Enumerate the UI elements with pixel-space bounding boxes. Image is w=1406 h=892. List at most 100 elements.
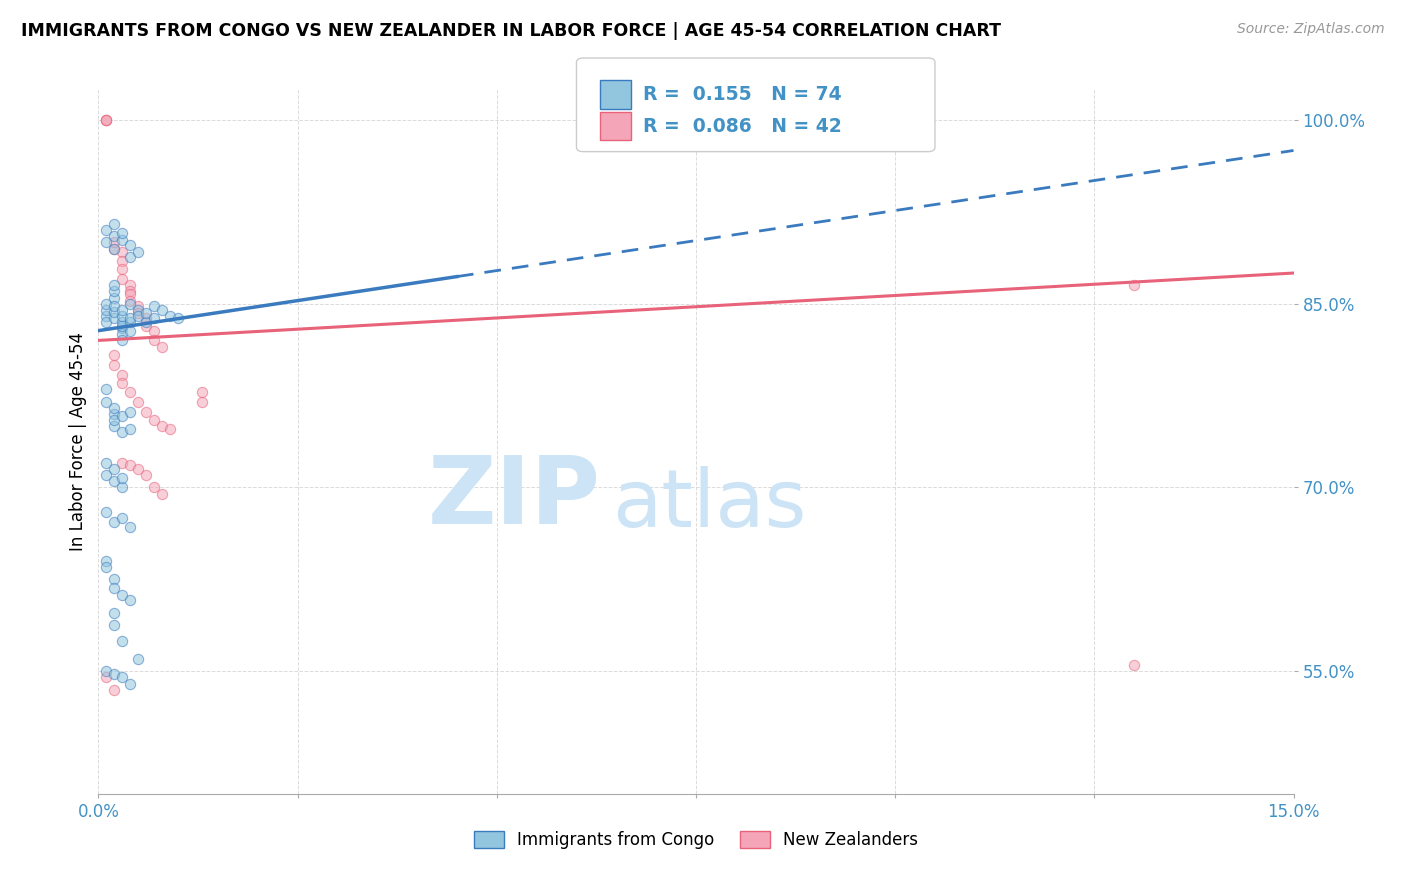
Text: IMMIGRANTS FROM CONGO VS NEW ZEALANDER IN LABOR FORCE | AGE 45-54 CORRELATION CH: IMMIGRANTS FROM CONGO VS NEW ZEALANDER I… (21, 22, 1001, 40)
Text: atlas: atlas (613, 466, 807, 544)
Point (103, 682, 125, 697)
Point (103, 235, 125, 250)
Point (120, 285, 142, 299)
Point (103, 291, 125, 305)
Point (143, 311, 166, 326)
Point (96, 223, 118, 237)
Point (96, 670, 118, 684)
Point (103, 617, 125, 632)
Point (111, 334, 134, 348)
Point (120, 294, 142, 309)
Point (111, 633, 134, 648)
Point (127, 299, 149, 313)
Point (127, 462, 149, 476)
Point (143, 481, 166, 495)
Point (111, 302, 134, 317)
Point (191, 394, 214, 409)
Point (120, 250, 142, 264)
Point (120, 237, 142, 252)
Point (111, 456, 134, 470)
Point (103, 666, 125, 681)
Point (96, 560, 118, 574)
Point (159, 309, 181, 323)
Point (127, 394, 149, 409)
Point (96, 456, 118, 470)
Point (135, 404, 157, 418)
Point (96, 394, 118, 409)
Point (135, 315, 157, 329)
Point (120, 296, 142, 310)
Point (143, 324, 166, 338)
Point (96, 315, 118, 329)
Point (103, 217, 125, 231)
Point (150, 340, 173, 354)
Point (96, 112, 118, 127)
Point (96, 112, 118, 127)
Point (120, 384, 142, 399)
Point (135, 306, 157, 320)
Point (111, 481, 134, 495)
Point (96, 309, 118, 323)
Point (135, 311, 157, 326)
Point (96, 296, 118, 310)
Text: Source: ZipAtlas.com: Source: ZipAtlas.com (1237, 22, 1385, 37)
Point (96, 665, 118, 679)
Point (103, 581, 125, 595)
Point (111, 670, 134, 684)
Point (111, 471, 134, 485)
Point (111, 272, 134, 286)
Point (96, 554, 118, 568)
Point (1123, 278, 1146, 293)
Point (191, 384, 214, 399)
Point (103, 462, 125, 476)
Point (103, 311, 125, 326)
Point (111, 318, 134, 333)
Point (96, 302, 118, 317)
Point (96, 505, 118, 519)
Point (111, 262, 134, 277)
Point (103, 242, 125, 256)
Point (103, 299, 125, 313)
Text: R =  0.086   N = 42: R = 0.086 N = 42 (643, 117, 841, 136)
Point (103, 401, 125, 415)
Point (135, 318, 157, 333)
Point (111, 321, 134, 335)
Point (120, 404, 142, 418)
Point (103, 278, 125, 293)
Point (111, 409, 134, 424)
Point (127, 309, 149, 323)
Point (111, 425, 134, 440)
Point (120, 593, 142, 607)
Point (127, 245, 149, 260)
Point (120, 278, 142, 293)
Point (120, 458, 142, 473)
Point (103, 606, 125, 620)
Point (111, 245, 134, 260)
Point (111, 368, 134, 382)
Point (120, 311, 142, 326)
Point (103, 348, 125, 362)
Point (111, 253, 134, 268)
Point (1123, 658, 1146, 673)
Point (103, 358, 125, 372)
Point (120, 286, 142, 301)
Point (150, 486, 173, 500)
Point (150, 302, 173, 317)
Point (127, 652, 149, 666)
Text: ZIP: ZIP (427, 452, 600, 544)
Point (103, 515, 125, 529)
Point (96, 383, 118, 397)
Point (143, 413, 166, 427)
Point (120, 519, 142, 533)
Legend: Immigrants from Congo, New Zealanders: Immigrants from Congo, New Zealanders (467, 824, 925, 856)
Point (96, 112, 118, 127)
Point (159, 422, 181, 436)
Point (103, 407, 125, 421)
Point (103, 573, 125, 587)
Point (120, 315, 142, 329)
Point (127, 302, 149, 317)
Point (127, 306, 149, 320)
Point (120, 676, 142, 690)
Point (111, 511, 134, 525)
Point (143, 299, 166, 313)
